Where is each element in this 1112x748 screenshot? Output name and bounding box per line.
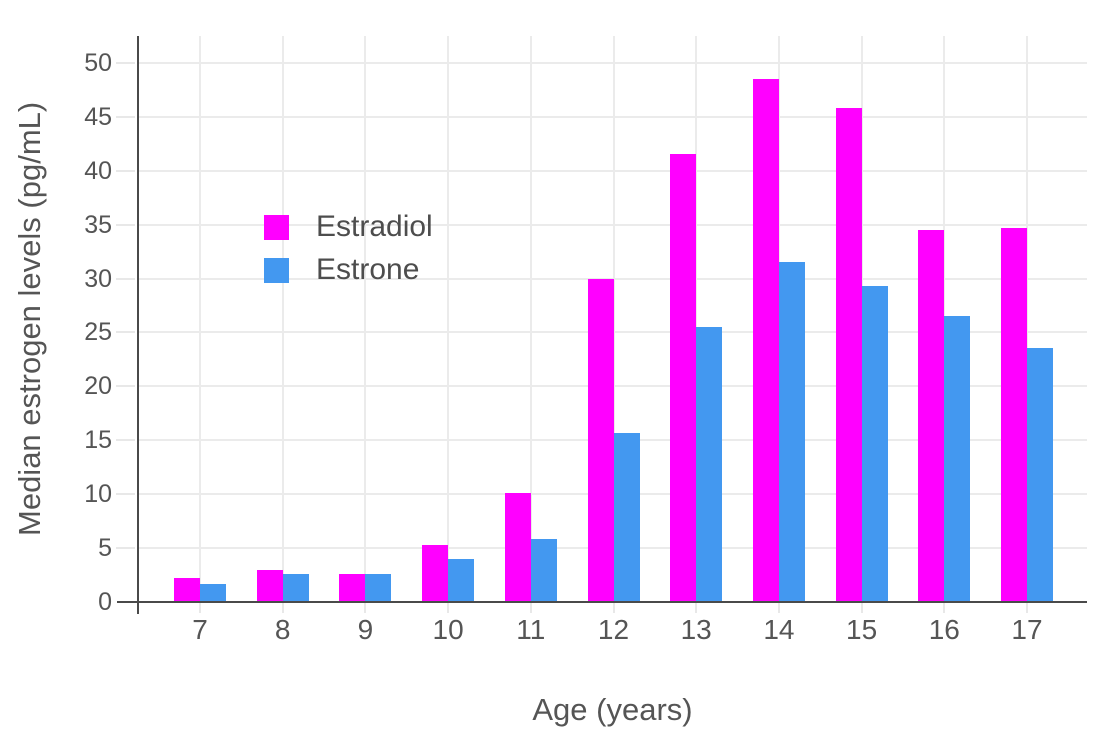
y-tick-5: [116, 547, 135, 550]
y-tick-15: [116, 439, 135, 442]
bar-estradiol-age-7: [174, 578, 200, 602]
bar-estrone-age-7: [200, 584, 226, 602]
bar-estrone-age-14: [778, 262, 805, 602]
legend: Estradiol Estrone: [264, 212, 433, 298]
legend-label-estrone: Estrone: [316, 253, 420, 286]
y-tick-label-25: 25: [84, 318, 112, 347]
bar-estradiol-age-11: [504, 493, 531, 602]
bar-estrone-age-8: [282, 574, 309, 602]
bar-estradiol-age-12: [587, 279, 614, 602]
bar-estradiol-age-8: [256, 570, 283, 602]
y-tick-label-50: 50: [84, 48, 112, 77]
bar-estrone-age-10: [448, 559, 475, 602]
x-tick-label-7: 7: [192, 614, 208, 645]
y-tick-35: [116, 223, 135, 226]
bar-estrone-age-13: [696, 327, 723, 602]
y-tick-label-20: 20: [84, 372, 112, 401]
y-tick-25: [116, 331, 135, 334]
legend-item-estrone: Estrone: [264, 255, 433, 285]
y-tick-20: [116, 385, 135, 388]
y-tick-45: [116, 115, 135, 118]
y-tick-30: [116, 277, 135, 280]
y-tick-label-5: 5: [98, 534, 112, 563]
x-tick-13: [695, 602, 698, 613]
x-gridline-10: [447, 36, 450, 602]
bar-estradiol-age-16: [918, 230, 945, 602]
x-tick-12: [612, 602, 615, 613]
x-tick-16: [943, 602, 946, 613]
y-tick-50: [116, 61, 135, 64]
bar-estrone-age-11: [530, 539, 557, 602]
x-tick-label-16: 16: [928, 614, 960, 645]
x-tick-label-10: 10: [432, 614, 464, 645]
x-tick-label-12: 12: [597, 614, 630, 645]
legend-item-estradiol: Estradiol: [264, 212, 433, 242]
y-tick-10: [116, 493, 135, 496]
x-tick-label-15: 15: [846, 614, 878, 645]
x-tick-10: [447, 602, 450, 613]
x-tick-9: [364, 602, 367, 613]
bar-estrone-age-15: [861, 286, 888, 602]
x-axis-title: Age (years): [532, 692, 693, 727]
y-tick-label-10: 10: [84, 480, 112, 509]
x-tick-14: [777, 602, 780, 613]
plot-area: Estradiol Estrone: [116, 36, 1087, 614]
x-gridline-11: [529, 36, 532, 602]
bar-estradiol-age-10: [422, 545, 449, 602]
bar-estradiol-age-13: [670, 154, 697, 602]
x-tick-7: [199, 602, 201, 613]
bar-estradiol-age-15: [835, 108, 862, 602]
x-tick-17: [1026, 602, 1028, 613]
estradiol-swatch-icon: [264, 214, 289, 240]
y-tick-label-45: 45: [84, 102, 112, 131]
y-tick-40: [116, 169, 135, 172]
x-tick-label-8: 8: [274, 614, 291, 645]
y-gridline-45: [138, 115, 1087, 118]
y-axis-line: [137, 36, 139, 614]
bar-estradiol-age-9: [339, 574, 366, 602]
x-axis-line: [117, 601, 1087, 603]
x-gridline-17: [1026, 36, 1028, 602]
bar-estrone-age-16: [944, 316, 971, 602]
y-gridline-50: [138, 61, 1087, 64]
x-gridline-7: [199, 36, 201, 602]
x-tick-label-11: 11: [516, 614, 546, 645]
x-gridline-9: [364, 36, 367, 602]
y-tick-label-0: 0: [98, 588, 112, 616]
y-gridline-35: [138, 223, 1087, 226]
bar-estrone-age-12: [613, 433, 640, 602]
bar-estradiol-age-14: [752, 79, 779, 602]
y-tick-label-30: 30: [84, 264, 112, 293]
bar-estradiol-age-17: [1001, 228, 1027, 602]
estrone-swatch-icon: [264, 257, 289, 283]
y-tick-label-35: 35: [84, 210, 112, 239]
y-tick-label-15: 15: [84, 426, 112, 455]
bar-estrone-age-9: [365, 574, 392, 602]
x-gridline-8: [281, 36, 284, 602]
y-gridline-30: [138, 277, 1087, 280]
x-gridline-13: [695, 36, 698, 602]
x-tick-label-13: 13: [680, 614, 712, 645]
x-tick-11: [529, 602, 532, 613]
x-tick-label-9: 9: [357, 614, 374, 645]
x-tick-15: [860, 602, 863, 613]
x-gridline-12: [612, 36, 615, 602]
y-gridline-40: [138, 169, 1087, 172]
y-tick-label-40: 40: [84, 156, 112, 185]
bar-estrone-age-17: [1027, 348, 1053, 602]
x-tick-8: [281, 602, 284, 613]
x-tick-label-17: 17: [1011, 614, 1043, 645]
legend-label-estradiol: Estradiol: [316, 210, 433, 243]
x-tick-label-14: 14: [763, 614, 795, 645]
